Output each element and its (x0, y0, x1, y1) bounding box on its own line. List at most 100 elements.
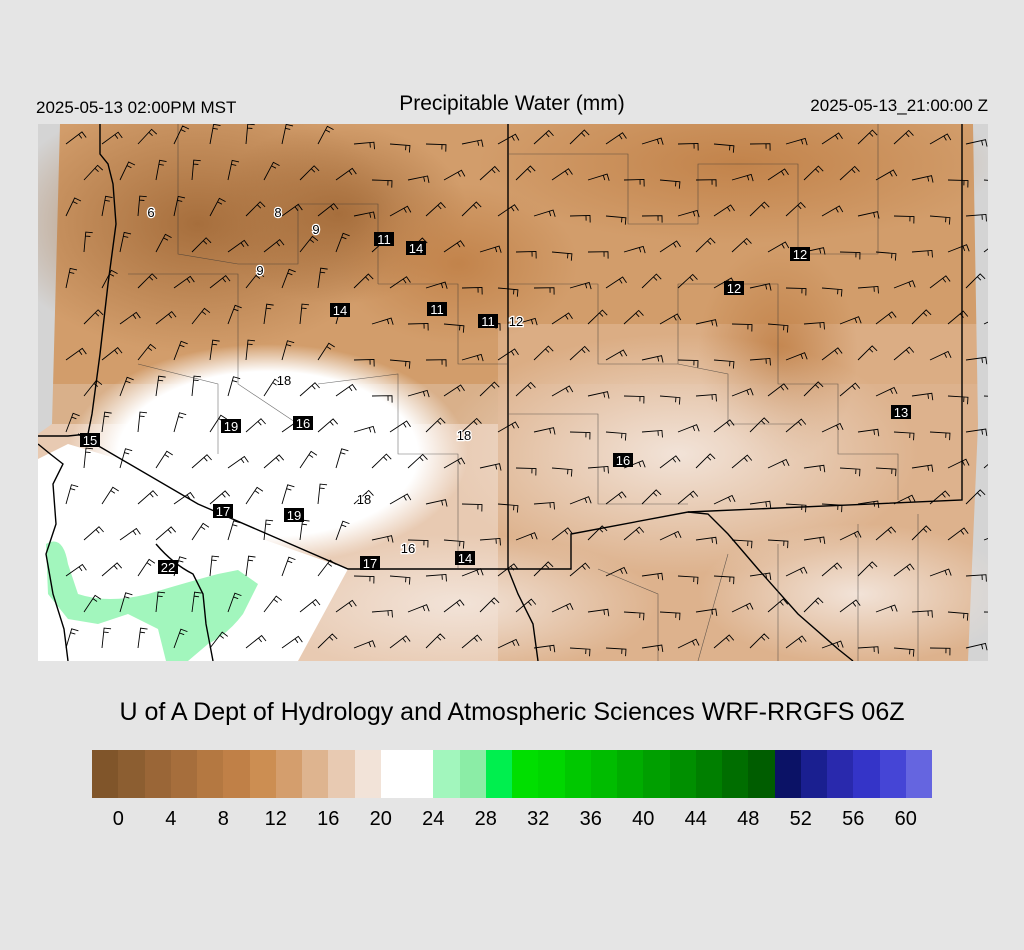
wind-barb (209, 197, 226, 217)
wind-barb (515, 598, 537, 613)
wind-barb (605, 566, 628, 577)
svg-text:11: 11 (430, 302, 444, 317)
wind-barb (317, 125, 334, 145)
wind-barb (767, 598, 789, 613)
svg-text:22: 22 (161, 560, 175, 575)
wind-barb (407, 539, 429, 548)
legend-swatch (827, 750, 854, 798)
svg-text:14: 14 (458, 551, 472, 566)
station-value: 18 (456, 427, 473, 445)
wind-barb (623, 245, 646, 254)
wind-barb (551, 385, 574, 397)
legend-label: 4 (165, 808, 177, 830)
wind-barb (83, 447, 94, 469)
wind-barbs (65, 124, 988, 657)
wind-barb (947, 527, 969, 541)
wind-barb (857, 646, 879, 654)
wind-barb (443, 599, 465, 613)
wind-barb (605, 276, 627, 289)
wind-barb (209, 124, 221, 145)
wind-barb (677, 273, 698, 289)
wind-barb (641, 489, 662, 505)
station-value: 9 (255, 262, 265, 280)
wind-barb (389, 635, 411, 649)
wind-barb (569, 562, 591, 577)
county-line (137, 363, 219, 454)
wind-barb (731, 602, 754, 613)
wind-barb (767, 323, 789, 333)
wind-barb (857, 285, 879, 294)
svg-text:9: 9 (256, 263, 263, 278)
wind-barb (461, 353, 484, 362)
wind-barb (605, 349, 628, 361)
wind-barb (119, 527, 141, 541)
wind-barb (497, 563, 519, 577)
wind-barb (137, 627, 148, 649)
wind-barb (551, 251, 573, 261)
wind-barb (875, 467, 897, 477)
wind-barb (677, 359, 699, 368)
station-value: 12 (790, 247, 810, 262)
wind-barb (533, 287, 555, 295)
wind-barb (731, 323, 753, 332)
wind-barb (623, 179, 645, 187)
wind-barb (875, 169, 898, 181)
wind-barb (911, 464, 934, 473)
wind-barb (803, 381, 824, 397)
wind-barb (803, 321, 825, 330)
wind-barb (659, 313, 682, 325)
station-labels: 6 8 9 11 14 9 12 12 14 11 11 12 18 19 16 18 15 13 16 18 17 19… (80, 204, 911, 575)
wind-barb (497, 348, 519, 361)
wind-barb (929, 647, 951, 656)
wind-barb (893, 215, 915, 224)
svg-text:12: 12 (793, 247, 807, 262)
wind-barb (443, 539, 465, 549)
legend-swatch (564, 750, 591, 798)
legend-swatch (249, 750, 276, 798)
wind-barb (749, 417, 770, 433)
wind-barb (767, 458, 790, 469)
wind-barb (263, 378, 281, 397)
wind-barb (119, 231, 132, 253)
wind-barb (911, 309, 932, 325)
wind-barb (551, 527, 573, 541)
legend-swatch (144, 750, 171, 798)
wind-barb (317, 418, 339, 433)
wind-barb (299, 235, 319, 253)
county-line (177, 124, 379, 284)
wind-barb (137, 343, 157, 361)
wind-barb (749, 201, 770, 217)
county-line (128, 273, 299, 425)
wind-barb (515, 317, 538, 326)
wind-barb (155, 159, 167, 181)
wind-barb (461, 568, 484, 577)
legend-swatch (722, 750, 749, 798)
wind-barb (101, 195, 113, 217)
wind-barb (299, 165, 320, 181)
wind-barb (479, 463, 502, 471)
wind-barb (461, 417, 482, 433)
wind-barb (929, 350, 952, 361)
wind-barb (569, 496, 592, 505)
wind-barb (497, 133, 520, 145)
station-value: 11 (374, 232, 394, 247)
wind-barb (587, 251, 609, 259)
wind-barb (965, 574, 987, 582)
wind-barb (533, 427, 556, 435)
legend-label: 32 (527, 808, 550, 830)
wind-barb (263, 519, 274, 541)
wind-barb (227, 239, 249, 253)
station-value: 11 (427, 302, 447, 317)
svg-text:18: 18 (457, 428, 471, 443)
wind-barb (173, 125, 190, 145)
wind-barb (839, 251, 861, 260)
wind-barb (461, 287, 483, 295)
wind-barb (317, 342, 335, 361)
wind-barb (83, 379, 103, 397)
wind-barb (497, 503, 519, 513)
wind-barb (371, 179, 393, 188)
wind-barb (785, 201, 806, 217)
wind-barb (587, 173, 610, 181)
legend-label: 28 (474, 808, 497, 830)
legend-swatch (170, 750, 197, 798)
